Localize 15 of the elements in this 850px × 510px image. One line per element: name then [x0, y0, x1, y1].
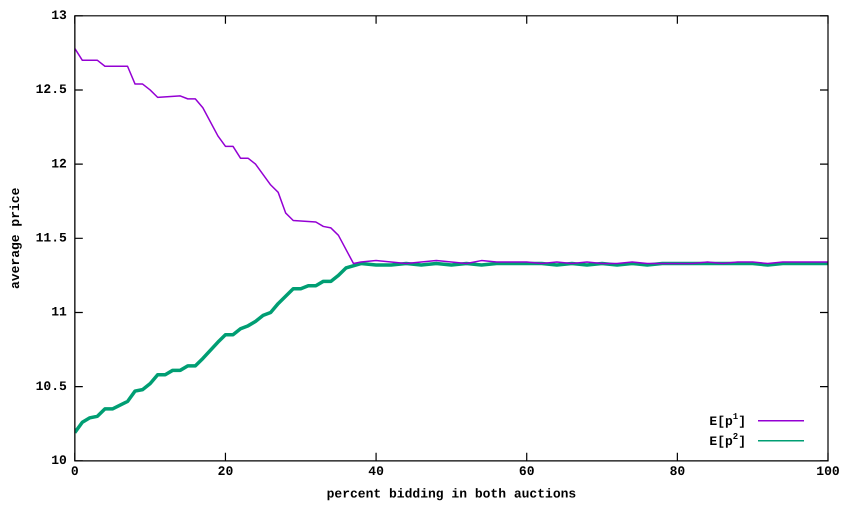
y-tick-label: 12.5 — [36, 82, 67, 98]
y-tick-label: 12 — [51, 156, 67, 172]
x-tick-label: 0 — [70, 464, 79, 479]
y-tick-label: 13 — [51, 8, 67, 24]
x-tick-label: 80 — [670, 464, 686, 479]
y-axis-title: average price — [8, 187, 24, 290]
x-tick-label: 60 — [518, 464, 535, 479]
y-tick-label: 11 — [51, 304, 67, 320]
x-tick-label: 100 — [816, 464, 840, 479]
x-tick-label: 40 — [368, 464, 384, 479]
y-tick-label: 10 — [51, 453, 67, 468]
y-tick-label: 10.5 — [36, 378, 67, 394]
y-tick-label: 11.5 — [36, 230, 67, 246]
x-tick-label: 20 — [218, 464, 234, 479]
x-axis-title: percent bidding in both auctions — [326, 486, 576, 502]
